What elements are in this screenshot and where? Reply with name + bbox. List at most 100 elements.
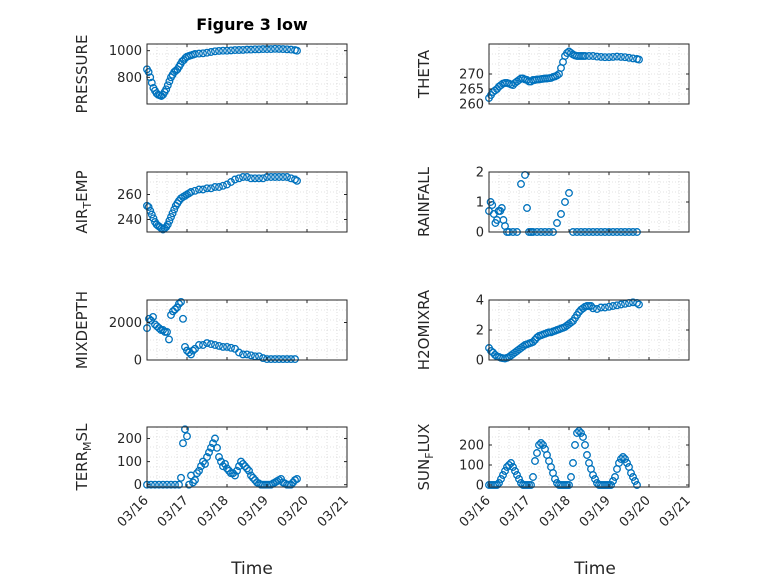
data-point bbox=[533, 449, 541, 457]
data-point bbox=[231, 471, 239, 480]
panel-4: 0 2000 MIXDEPTH bbox=[73, 291, 348, 369]
data-point bbox=[565, 481, 573, 489]
x-tick-label: 03/18 bbox=[537, 493, 574, 530]
axes-box bbox=[146, 171, 348, 233]
data-point bbox=[191, 50, 199, 58]
data-point bbox=[497, 475, 505, 483]
y-tick-label: 0 bbox=[134, 478, 142, 493]
data-point bbox=[205, 448, 213, 457]
data-point bbox=[511, 467, 519, 475]
data-point bbox=[613, 301, 621, 310]
data-point bbox=[557, 210, 565, 218]
data-point bbox=[162, 85, 171, 94]
data-point bbox=[611, 473, 619, 481]
data-point bbox=[233, 466, 241, 475]
data-point bbox=[589, 471, 597, 479]
data-point bbox=[587, 302, 595, 310]
data-point bbox=[293, 474, 301, 483]
data-point bbox=[533, 333, 541, 342]
data-point bbox=[187, 188, 195, 196]
data-point bbox=[191, 476, 199, 485]
data-point bbox=[207, 340, 215, 349]
data-point bbox=[579, 433, 587, 441]
data-point bbox=[283, 173, 291, 181]
data-point bbox=[567, 473, 575, 481]
x-tick-label: 03/21 bbox=[315, 493, 352, 530]
data-point bbox=[163, 220, 172, 229]
y-axis-label: PRESSURE bbox=[73, 35, 91, 114]
y-axis-label: SUNFLUX bbox=[415, 424, 436, 491]
data-point bbox=[501, 467, 509, 475]
data-point bbox=[255, 174, 263, 183]
data-point bbox=[609, 302, 617, 310]
data-point bbox=[605, 53, 613, 62]
data-point bbox=[193, 469, 201, 478]
data-point bbox=[247, 174, 255, 183]
data-point bbox=[177, 297, 185, 306]
data-point bbox=[635, 55, 643, 64]
data-point bbox=[151, 480, 159, 489]
data-point bbox=[163, 327, 171, 336]
data-point bbox=[247, 45, 255, 54]
data-point bbox=[565, 189, 573, 197]
data-point bbox=[207, 48, 215, 56]
data-point bbox=[231, 175, 239, 184]
data-point bbox=[187, 350, 195, 359]
data-point bbox=[249, 473, 257, 482]
axes-box bbox=[146, 426, 348, 488]
data-point bbox=[275, 173, 283, 181]
data-point bbox=[185, 480, 193, 489]
data-point bbox=[189, 346, 197, 355]
data-point bbox=[211, 434, 219, 443]
panel-5: 0 2 4 H2OMIXRA bbox=[415, 289, 690, 370]
y-tick-label: 1 bbox=[476, 196, 484, 211]
data-point bbox=[219, 462, 227, 471]
data-point bbox=[203, 184, 211, 193]
data-point bbox=[507, 459, 515, 467]
data-point bbox=[255, 45, 263, 54]
data-point bbox=[163, 480, 171, 489]
data-point bbox=[165, 335, 173, 344]
data-point bbox=[247, 351, 255, 360]
data-point bbox=[551, 475, 559, 483]
panel-3: 0 1 2 RAINFALL bbox=[415, 166, 690, 241]
data-point bbox=[629, 473, 637, 481]
y-tick-label: 270 bbox=[459, 68, 484, 83]
data-point bbox=[235, 348, 243, 357]
data-point bbox=[223, 342, 231, 351]
x-tick-label: 03/17 bbox=[497, 493, 534, 530]
data-point bbox=[529, 473, 537, 481]
data-point bbox=[219, 46, 227, 55]
data-point bbox=[287, 355, 295, 364]
data-point bbox=[165, 77, 174, 86]
data-point bbox=[243, 350, 251, 359]
data-point bbox=[571, 441, 579, 449]
data-point bbox=[617, 300, 625, 309]
data-point bbox=[569, 459, 577, 467]
data-point bbox=[517, 180, 525, 188]
y-tick-label: 265 bbox=[459, 83, 484, 98]
data-point bbox=[293, 46, 301, 55]
y-tick-label: 260 bbox=[117, 188, 142, 203]
data-point bbox=[183, 432, 191, 441]
y-axis-label: TERRMSL bbox=[73, 423, 94, 492]
data-point bbox=[609, 52, 617, 61]
data-point bbox=[597, 303, 605, 312]
panel-0: 800 1000 PRESSURE bbox=[73, 35, 348, 114]
y-tick-label: 1000 bbox=[109, 44, 142, 59]
y-tick-label: 260 bbox=[459, 98, 484, 113]
y-axis-label: THETA bbox=[415, 49, 433, 99]
data-point bbox=[179, 314, 187, 323]
data-point bbox=[147, 210, 156, 219]
data-point bbox=[523, 204, 531, 212]
data-point bbox=[171, 305, 179, 314]
data-point bbox=[231, 344, 239, 353]
data-point bbox=[601, 303, 609, 312]
data-point bbox=[283, 355, 291, 364]
y-tick-label: 0 bbox=[476, 479, 484, 494]
data-point bbox=[223, 46, 231, 55]
data-point bbox=[633, 481, 641, 489]
data-point bbox=[539, 441, 547, 449]
data-point bbox=[499, 471, 507, 479]
data-point bbox=[515, 475, 523, 483]
